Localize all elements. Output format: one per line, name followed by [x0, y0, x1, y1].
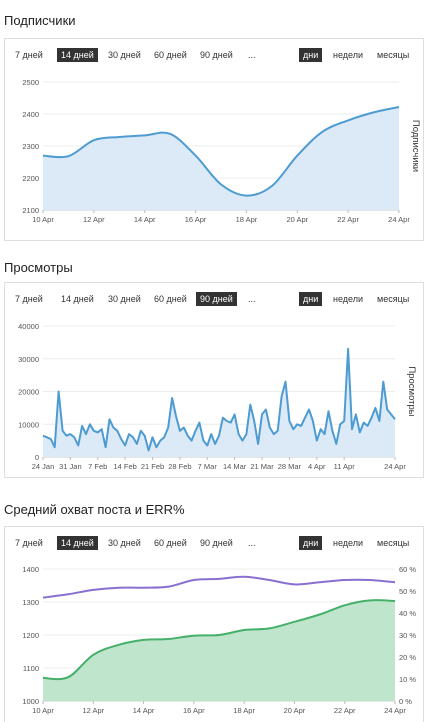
y-axis-label: Просмотры [406, 366, 417, 416]
chart-card: 7 дней 14 дней 30 дней 60 дней 90 дней .… [4, 282, 424, 478]
y-tick-label: 1000 [22, 697, 39, 706]
granularity-weeks-button[interactable]: недели [333, 538, 364, 548]
y2-tick-label: 20 % [399, 653, 416, 662]
x-tick-label: 31 Jan [59, 462, 82, 471]
x-tick-label: 24 Apr [384, 706, 406, 715]
chart-card: 7 дней 14 дней 30 дней 60 дней 90 дней .… [4, 526, 424, 722]
reach-err-chart: 1400 1300 1200 1100 1000 60 % 50 % 40 % 30 % 20 %… [22, 565, 416, 715]
period-7-days-button[interactable]: 7 дней [15, 294, 43, 304]
y-tick-label: 10000 [18, 420, 39, 429]
chart-card: 7 дней 14 дней 30 дней 60 дней 90 дней .… [4, 38, 424, 241]
x-tick-label: 4 Apr [308, 462, 326, 471]
x-tick-label: 14 Apr [134, 215, 156, 224]
series-line-0 [42, 599, 396, 681]
granularity-months-button[interactable]: месяцы [377, 294, 410, 304]
y2-tick-label: 40 % [399, 609, 416, 618]
period-more-button[interactable]: ... [248, 538, 256, 548]
x-tick-label: 14 Mar [223, 462, 247, 471]
y-tick-label: 0 [35, 453, 39, 462]
period-more-button[interactable]: ... [248, 50, 256, 60]
x-tick-label: 20 Apr [286, 215, 308, 224]
x-tick-label: 7 Feb [88, 462, 107, 471]
series-line-1 [42, 575, 396, 599]
x-tick-label: 10 Apr [32, 706, 54, 715]
x-tick-label: 22 Apr [337, 215, 359, 224]
granularity-weeks-button[interactable]: недели [333, 50, 364, 60]
x-tick-label: 16 Apr [183, 706, 205, 715]
y-tick-label: 2400 [22, 110, 39, 119]
x-tick-label: 28 Feb [168, 462, 191, 471]
y2-tick-label: 30 % [399, 631, 416, 640]
y-tick-label: 1200 [22, 631, 39, 640]
x-tick-label: 10 Apr [32, 215, 54, 224]
granularity-days-button[interactable]: дни [299, 48, 323, 62]
period-30-days-button[interactable]: 30 дней [108, 538, 141, 548]
y-tick-label: 20000 [18, 388, 39, 397]
views-chart: 40000 30000 20000 10000 024 Jan 31 Jan 7 Feb 14… [18, 322, 417, 471]
chart-title: Подписчики [4, 13, 76, 28]
y-tick-label: 2100 [22, 206, 39, 215]
granularity-months-button[interactable]: месяцы [377, 50, 410, 60]
x-tick-label: 14 Feb [113, 462, 136, 471]
y2-tick-label: 60 % [399, 565, 416, 574]
period-30-days-button[interactable]: 30 дней [108, 50, 141, 60]
x-tick-label: 16 Apr [185, 215, 207, 224]
y-tick-label: 2300 [22, 142, 39, 151]
chart-title: Средний охват поста и ERR% [4, 502, 185, 517]
y2-tick-label: 50 % [399, 587, 416, 596]
y2-tick-label: 0 % [399, 697, 412, 706]
chart-title: Просмотры [4, 260, 73, 275]
x-tick-label: 11 Apr [334, 462, 356, 471]
period-30-days-button[interactable]: 30 дней [108, 294, 141, 304]
period-7-days-button[interactable]: 7 дней [15, 50, 43, 60]
granularity-weeks-button[interactable]: недели [333, 294, 364, 304]
x-tick-label: 24 Jan [32, 462, 55, 471]
x-tick-label: 7 Mar [198, 462, 218, 471]
y-tick-label: 1100 [23, 664, 39, 673]
series-area-0 [43, 348, 395, 457]
period-90-days-button[interactable]: 90 дней [196, 292, 237, 306]
series-area-0 [43, 600, 395, 701]
period-60-days-button[interactable]: 60 дней [154, 294, 187, 304]
x-tick-label: 21 Feb [141, 462, 164, 471]
period-14-days-button[interactable]: 14 дней [61, 294, 94, 304]
x-tick-label: 21 Mar [250, 462, 274, 471]
series-line-0 [42, 106, 400, 197]
y-tick-label: 2500 [22, 78, 39, 87]
period-more-button[interactable]: ... [248, 294, 256, 304]
period-90-days-button[interactable]: 90 дней [200, 50, 233, 60]
period-14-days-button[interactable]: 14 дней [57, 536, 98, 550]
x-tick-label: 24 Apr [384, 462, 406, 471]
period-7-days-button[interactable]: 7 дней [15, 538, 43, 548]
granularity-days-button[interactable]: дни [299, 292, 323, 306]
period-90-days-button[interactable]: 90 дней [200, 538, 233, 548]
series-line-0 [42, 347, 396, 452]
x-tick-label: 20 Apr [284, 706, 306, 715]
granularity-months-button[interactable]: месяцы [377, 538, 410, 548]
y-tick-label: 40000 [18, 322, 39, 331]
x-tick-label: 28 Mar [278, 462, 302, 471]
y-tick-label: 1300 [22, 598, 39, 607]
x-tick-label: 22 Apr [334, 706, 356, 715]
granularity-days-button[interactable]: дни [299, 536, 323, 550]
period-60-days-button[interactable]: 60 дней [154, 50, 187, 60]
y-tick-label: 2200 [22, 174, 39, 183]
y-axis-label: Подписчики [410, 120, 421, 172]
x-tick-label: 24 Apr [388, 215, 410, 224]
y-tick-label: 30000 [18, 355, 39, 364]
x-tick-label: 12 Apr [82, 706, 104, 715]
x-tick-label: 18 Apr [233, 706, 255, 715]
x-tick-label: 18 Apr [236, 215, 258, 224]
y-tick-label: 1400 [22, 565, 39, 574]
y2-tick-label: 10 % [399, 675, 416, 684]
series-area-0 [43, 107, 399, 210]
x-tick-label: 12 Apr [83, 215, 105, 224]
x-tick-label: 14 Apr [133, 706, 155, 715]
period-14-days-button[interactable]: 14 дней [57, 48, 98, 62]
period-60-days-button[interactable]: 60 дней [154, 538, 187, 548]
